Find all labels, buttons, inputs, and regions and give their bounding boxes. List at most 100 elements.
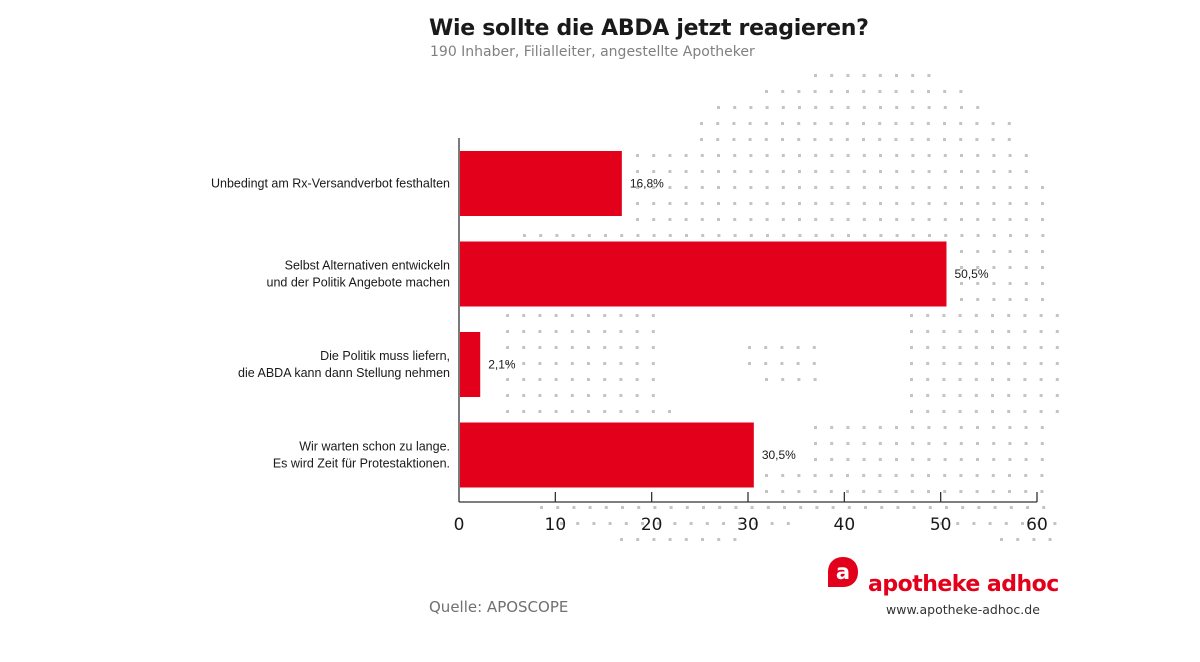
chart-title: Wie sollte die ABDA jetzt reagieren? xyxy=(429,16,869,41)
dot xyxy=(1007,314,1011,317)
dot xyxy=(894,122,898,125)
dot xyxy=(1055,410,1059,413)
dot xyxy=(619,346,623,349)
category-label-1: Selbst Alternativen entwickeln und der Po… xyxy=(267,259,451,290)
dot xyxy=(1024,426,1028,429)
dot xyxy=(764,122,768,125)
dot xyxy=(1008,266,1012,269)
dot xyxy=(781,474,785,477)
dot xyxy=(765,186,769,189)
dot xyxy=(960,170,963,173)
dot xyxy=(1007,394,1011,397)
dot xyxy=(942,362,946,365)
dot xyxy=(927,74,931,77)
dot xyxy=(570,378,574,381)
dot xyxy=(540,506,543,509)
dot xyxy=(603,346,607,349)
dot xyxy=(879,186,882,189)
dot xyxy=(732,138,736,141)
dot xyxy=(1040,458,1044,461)
dot xyxy=(1007,122,1011,125)
bar-2 xyxy=(460,332,481,397)
dot xyxy=(651,410,655,413)
dot xyxy=(846,202,850,205)
dot xyxy=(958,330,962,333)
dot xyxy=(846,426,850,429)
dot xyxy=(960,202,963,205)
dot xyxy=(798,202,801,205)
dot xyxy=(748,138,752,141)
dot xyxy=(1008,154,1012,157)
brand-url-link[interactable]: www.apotheke-adhoc.de xyxy=(886,602,1040,617)
dot xyxy=(927,458,931,461)
dot xyxy=(651,362,655,365)
dot xyxy=(894,90,898,93)
dot xyxy=(977,506,981,509)
dot xyxy=(570,314,574,317)
x-tick-label-50: 50 xyxy=(930,515,952,535)
dot xyxy=(879,106,882,109)
dot xyxy=(976,298,980,301)
dot xyxy=(1024,266,1028,269)
dot xyxy=(619,362,623,365)
dot xyxy=(604,506,608,509)
dot xyxy=(878,458,882,461)
dot xyxy=(862,202,866,205)
dot xyxy=(796,346,800,349)
dot xyxy=(587,234,591,237)
dot xyxy=(926,330,930,333)
dot xyxy=(1053,522,1057,525)
dot xyxy=(570,346,574,349)
dot xyxy=(976,234,980,237)
dot xyxy=(651,314,655,317)
dot xyxy=(846,442,850,445)
dot xyxy=(636,538,640,541)
dot xyxy=(781,170,785,173)
dot xyxy=(738,522,742,525)
dot xyxy=(895,426,898,429)
dot xyxy=(927,90,930,93)
dot xyxy=(733,170,737,173)
dot xyxy=(1004,522,1008,525)
dot xyxy=(651,346,655,349)
dot xyxy=(733,218,737,221)
dot xyxy=(603,362,607,365)
dot xyxy=(830,170,834,173)
dot xyxy=(786,522,790,525)
dot xyxy=(1008,442,1012,445)
dot xyxy=(942,346,946,349)
dot xyxy=(1008,170,1012,173)
dot xyxy=(1041,250,1044,253)
dot xyxy=(829,90,833,93)
dot xyxy=(813,122,817,125)
dot xyxy=(847,506,851,509)
dot xyxy=(992,234,996,237)
dot xyxy=(603,378,607,381)
dot xyxy=(895,186,899,189)
dot xyxy=(522,346,526,349)
dot xyxy=(652,170,656,173)
dot xyxy=(1024,458,1028,461)
dot xyxy=(1040,426,1044,429)
dot xyxy=(862,490,866,493)
dot xyxy=(733,234,737,237)
dot xyxy=(685,234,688,237)
dot xyxy=(1024,442,1028,445)
dot xyxy=(974,314,978,317)
dot xyxy=(1040,442,1044,445)
dot xyxy=(770,522,774,525)
bar-3 xyxy=(460,422,754,488)
dot xyxy=(1039,330,1043,333)
dot xyxy=(911,186,915,189)
dot xyxy=(1009,234,1012,237)
dot xyxy=(1037,522,1041,525)
dot xyxy=(992,170,996,173)
dot xyxy=(1026,506,1029,509)
dot xyxy=(538,330,542,333)
brand-block[interactable]: a apotheke adhoc www.apotheke-adhoc.de xyxy=(826,552,1059,622)
dot xyxy=(587,346,590,349)
dot xyxy=(972,522,976,525)
dot xyxy=(1016,538,1020,541)
dot xyxy=(1055,314,1059,317)
dot xyxy=(911,202,915,205)
